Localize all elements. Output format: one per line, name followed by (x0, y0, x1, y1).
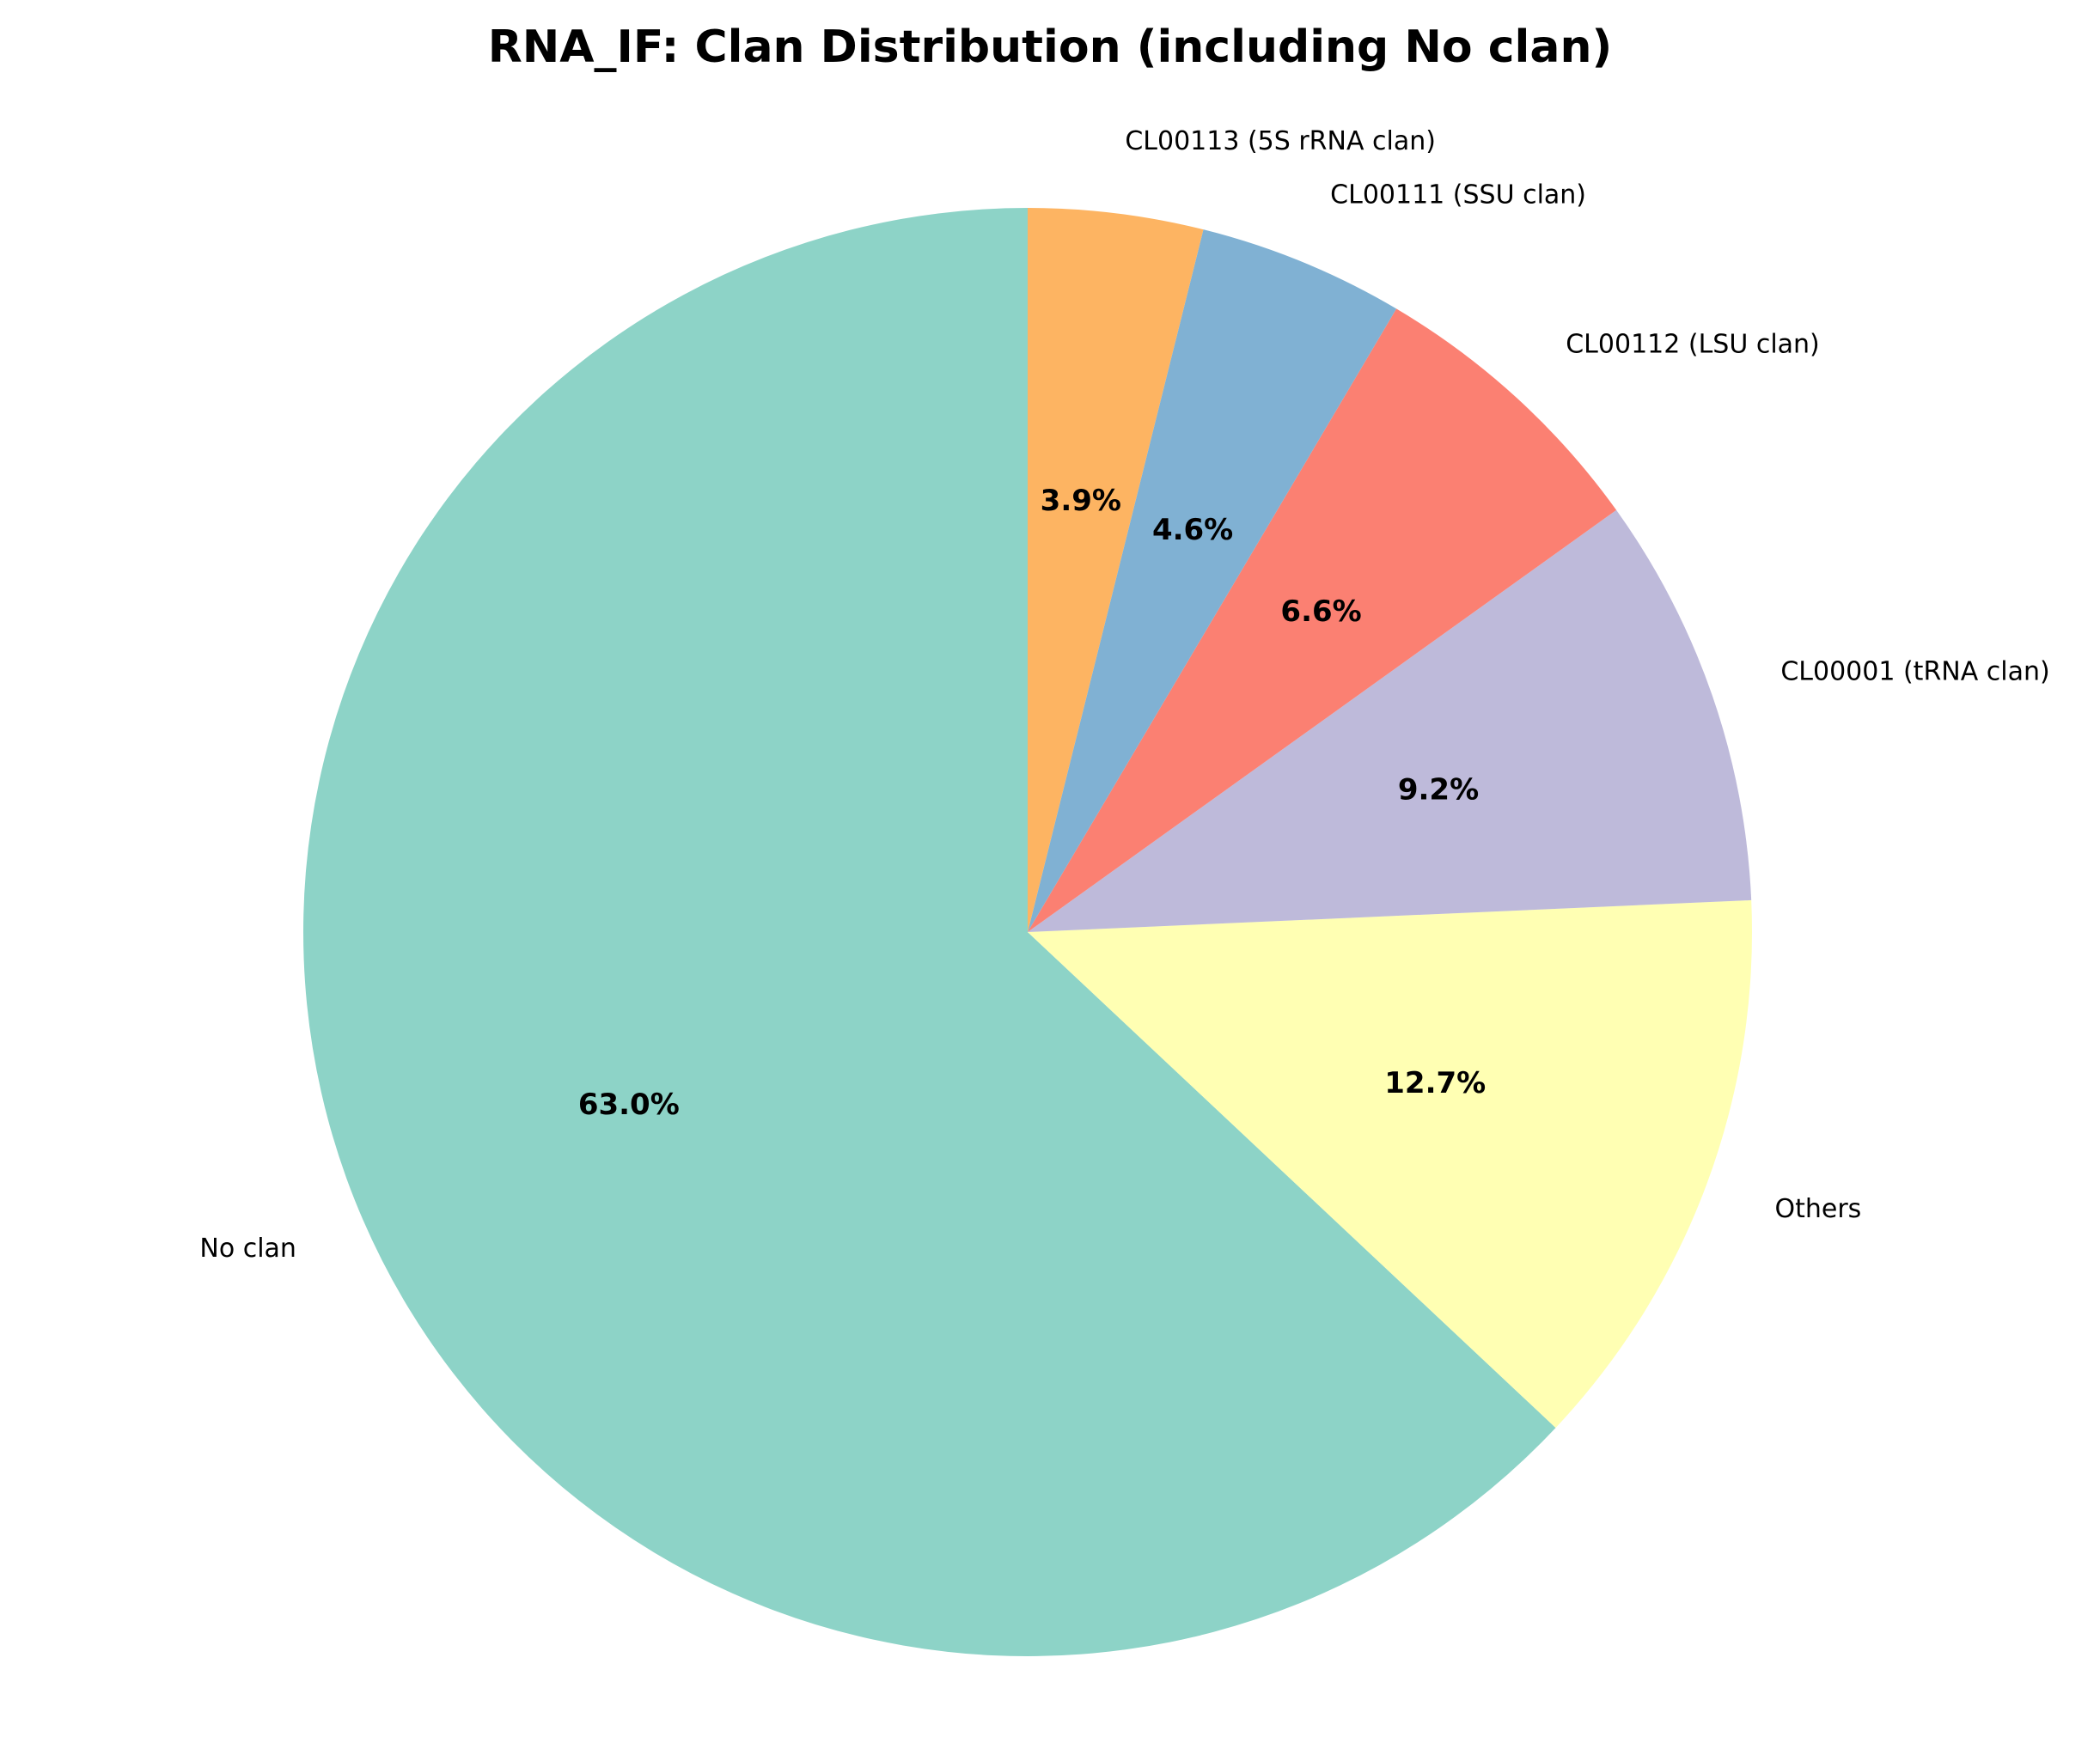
slice-label-others: Others (1774, 1194, 1861, 1224)
pie-slice-no-clan (302, 208, 1556, 1657)
pie-slice-others (1028, 899, 1752, 1429)
pct-label-cl00112-lsu-clan: 6.6% (1280, 594, 1361, 629)
pie-slices (302, 208, 1752, 1657)
slice-label-cl00113-5s-rrna-clan: CL00113 (5S rRNA clan) (1125, 126, 1436, 156)
pie-slice-cl00001-trna-clan (1028, 509, 1752, 932)
chart-title: RNA_IF: Clan Distribution (including No … (488, 21, 1613, 73)
slice-label-cl00112-lsu-clan: CL00112 (LSU clan) (1566, 330, 1820, 360)
slice-label-cl00111-ssu-clan: CL00111 (SSU clan) (1330, 180, 1586, 210)
slice-label-no-clan: No clan (199, 1234, 296, 1264)
pct-label-cl00001-trna-clan: 9.2% (1398, 773, 1479, 807)
percentage-labels: 63.0% 12.7% 9.2% 6.6% 4.6% 3.9% (578, 484, 1486, 1122)
pie-slice-cl00113-5s-rrna-clan (1028, 208, 1204, 932)
pct-label-cl00113-5s-rrna-clan: 3.9% (1041, 484, 1121, 518)
pct-label-no-clan: 63.0% (578, 1088, 680, 1122)
slice-labels: No clan Others CL00001 (tRNA clan) CL00112 … (199, 126, 2049, 1264)
pct-label-others: 12.7% (1384, 1066, 1486, 1100)
slice-label-cl00001-trna-clan: CL00001 (tRNA clan) (1780, 656, 2049, 686)
pie-slice-cl00111-ssu-clan (1028, 229, 1397, 932)
pie-slice-cl00112-lsu-clan (1028, 308, 1617, 932)
pct-label-cl00111-ssu-clan: 4.6% (1152, 513, 1233, 547)
